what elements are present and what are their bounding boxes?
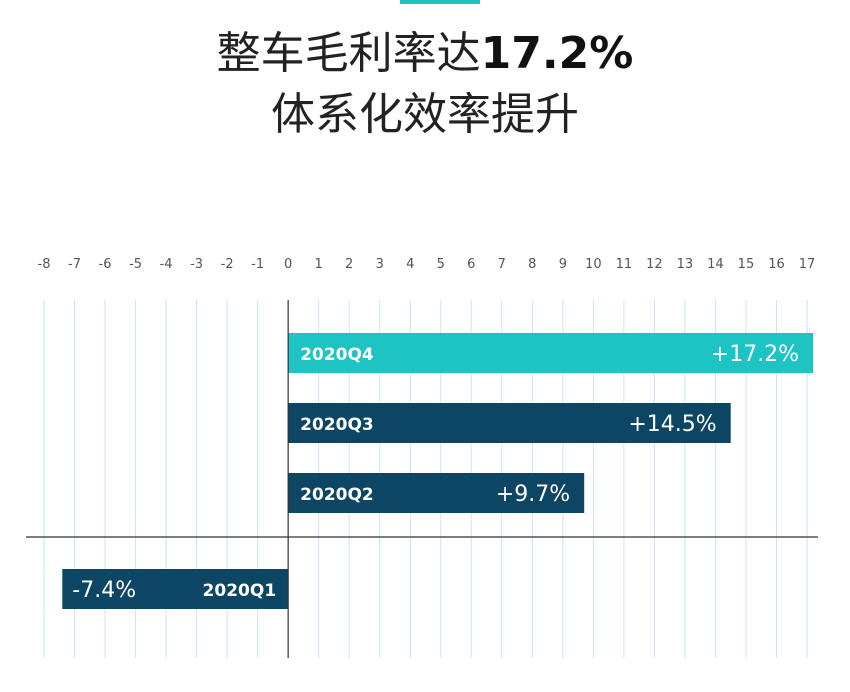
x-tick-label: -1 [251, 257, 264, 272]
x-tick-label: 1 [315, 257, 323, 272]
x-tick-label: 3 [376, 257, 384, 272]
x-tick-label: 6 [467, 257, 475, 272]
x-tick-label: 0 [284, 257, 292, 272]
title-highlight: 17.2% [480, 28, 634, 79]
x-tick-label: 9 [559, 257, 567, 272]
page-subtitle: 体系化效率提升 [271, 89, 579, 140]
x-tick-label: 14 [707, 257, 724, 272]
x-tick-label: 7 [498, 257, 506, 272]
bar-category-label: 2020Q4 [300, 345, 374, 365]
bar [288, 473, 585, 513]
x-tick-label: 17 [799, 257, 816, 272]
x-tick-label: 5 [437, 257, 445, 272]
x-tick-label: 10 [585, 257, 602, 272]
x-tick-label: 4 [406, 257, 414, 272]
bar [62, 569, 289, 609]
bar [288, 403, 731, 443]
x-tick-label: 11 [616, 257, 633, 272]
bar-value-label: +14.5% [628, 412, 716, 437]
bar-category-label: 2020Q2 [300, 485, 374, 505]
top-accent-bar [400, 0, 480, 4]
bar-value-label: -7.4% [72, 578, 136, 603]
bar-category-label: 2020Q1 [203, 581, 277, 601]
x-tick-label: -8 [38, 257, 51, 272]
bar-value-label: +17.2% [711, 342, 799, 367]
x-tick-label: 12 [646, 257, 663, 272]
title-prefix: 整车毛利率达 [216, 28, 481, 79]
x-tick-label: 13 [677, 257, 694, 272]
x-tick-label: -6 [99, 257, 112, 272]
x-tick-label: -5 [129, 257, 142, 272]
x-tick-label: -7 [68, 257, 81, 272]
x-tick-label: 15 [738, 257, 755, 272]
x-tick-label: -2 [221, 257, 234, 272]
bar-category-label: 2020Q3 [300, 415, 374, 435]
x-tick-label: 16 [768, 257, 785, 272]
x-tick-label: -3 [190, 257, 203, 272]
page-title: 整车毛利率达17.2% [0, 32, 850, 76]
bar-value-label: +9.7% [496, 482, 570, 507]
bar [288, 333, 814, 373]
x-tick-label: 8 [528, 257, 536, 272]
x-tick-label: -4 [160, 257, 173, 272]
x-tick-label: 2 [345, 257, 353, 272]
